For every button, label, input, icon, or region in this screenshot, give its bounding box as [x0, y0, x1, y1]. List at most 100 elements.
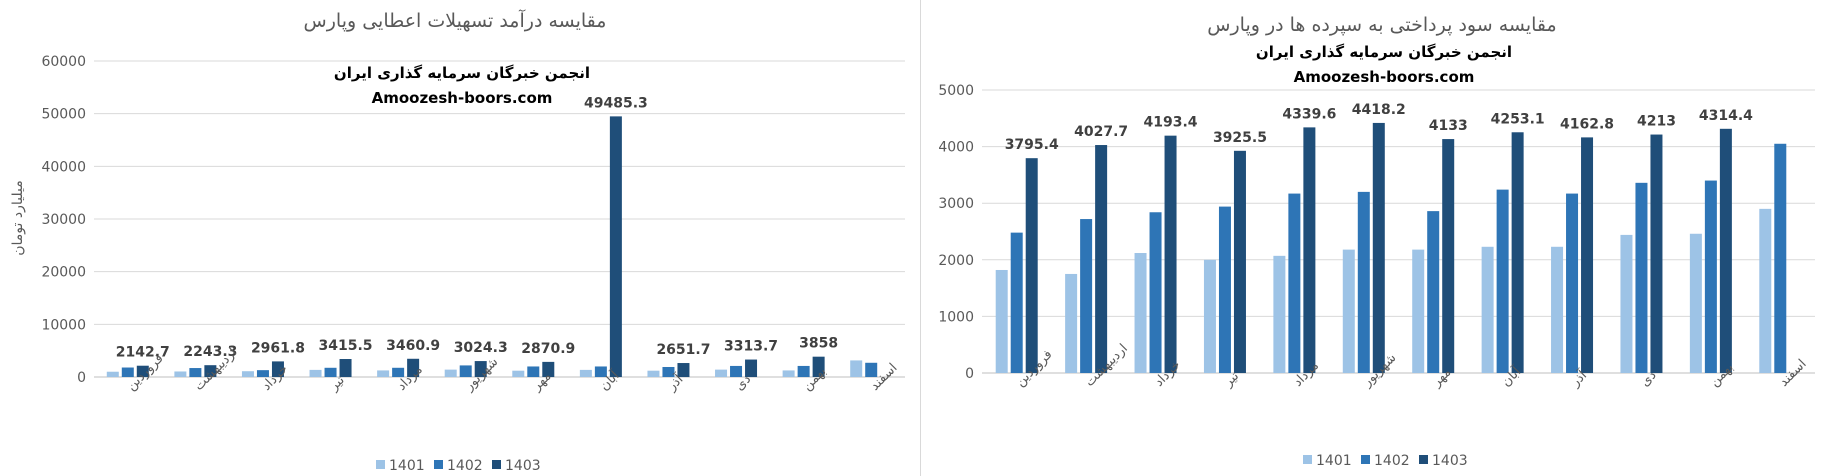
- bar-1401: [1273, 255, 1286, 373]
- panel-divider: [920, 0, 921, 476]
- bar-1401: [1342, 249, 1355, 373]
- bar-1403: [1095, 145, 1108, 373]
- bar-1403: [339, 359, 352, 377]
- data-label: 4027.7: [1074, 124, 1128, 140]
- bar-1403: [609, 116, 622, 378]
- bar-1403: [1164, 135, 1177, 373]
- data-label: 4418.2: [1352, 102, 1406, 118]
- data-label: 4213: [1637, 114, 1676, 130]
- data-label: 2961.8: [251, 340, 305, 356]
- data-label: 3313.7: [724, 339, 778, 355]
- bar-1402: [1774, 143, 1787, 373]
- bar-1402: [1288, 193, 1301, 373]
- watermark-org-name: انجمن خبرگان سرمایه گذاری ایران: [334, 64, 590, 82]
- bar-1403: [1442, 139, 1455, 373]
- bar-1403: [474, 361, 487, 377]
- bar-1402: [1010, 232, 1023, 373]
- bar-1402: [797, 365, 810, 377]
- bar-1402: [594, 366, 607, 377]
- bar-1401: [174, 371, 187, 377]
- legend-label-1402: 1402: [1374, 453, 1410, 469]
- bar-1401: [850, 360, 863, 377]
- bar-1403: [1650, 134, 1663, 373]
- x-tick-label: مرداد: [394, 362, 425, 393]
- chart-title: مقایسه سود پرداختی به سپرده ها در وپارس: [1207, 14, 1556, 36]
- bar-1403: [407, 358, 420, 377]
- bar-1401: [1203, 259, 1216, 373]
- data-label: 4314.4: [1699, 108, 1753, 124]
- bar-1403: [271, 361, 284, 377]
- data-label: 4253.1: [1491, 111, 1545, 127]
- bar-1401: [1689, 233, 1702, 373]
- data-label: 3925.5: [1213, 130, 1267, 146]
- bar-1403: [204, 365, 217, 377]
- legend-label-1403: 1403: [505, 458, 541, 474]
- bar-1401: [647, 370, 660, 377]
- bar-1403: [812, 356, 825, 377]
- bar-1402: [730, 365, 743, 377]
- legend-swatch-1403: [1419, 455, 1428, 464]
- watermark-website: Amoozesh-boors.com: [1294, 68, 1475, 86]
- bar-1402: [1218, 206, 1231, 373]
- bar-1402: [256, 370, 269, 377]
- bar-1401: [1481, 246, 1494, 373]
- legend-label-1402: 1402: [447, 458, 483, 474]
- y-tick-label: 5000: [938, 83, 974, 99]
- legend-swatch-1401: [376, 460, 385, 469]
- bar-1402: [1704, 180, 1717, 373]
- bar-1401: [1412, 249, 1425, 373]
- bar-1402: [865, 362, 878, 377]
- y-tick-label: 0: [77, 370, 86, 386]
- y-tick-label: 60000: [41, 54, 86, 70]
- data-label: 4162.8: [1560, 116, 1614, 132]
- bar-1403: [1233, 150, 1246, 373]
- bar-1401: [241, 371, 254, 377]
- bar-1403: [1303, 127, 1316, 374]
- bar-1403: [1719, 128, 1732, 373]
- legend-swatch-1403: [492, 460, 501, 469]
- bar-1402: [1427, 211, 1440, 373]
- data-label: 3858: [799, 336, 838, 352]
- bar-1401: [782, 370, 795, 377]
- data-label: 3795.4: [1005, 137, 1059, 153]
- bar-1403: [1025, 158, 1038, 373]
- bar-1403: [677, 363, 690, 377]
- y-tick-label: 40000: [41, 159, 86, 175]
- bar-1401: [995, 269, 1008, 373]
- watermark-org-name: انجمن خبرگان سرمایه گذاری ایران: [1256, 43, 1512, 61]
- data-label: 4133: [1429, 118, 1468, 134]
- y-tick-label: 1000: [938, 309, 974, 325]
- bar-1402: [1566, 193, 1579, 373]
- y-axis-label: میلیارد تومان: [10, 180, 26, 255]
- bar-1403: [136, 365, 149, 377]
- bar-1401: [715, 369, 728, 377]
- bar-1402: [189, 368, 202, 377]
- y-tick-label: 50000: [41, 107, 86, 123]
- bar-1402: [392, 367, 405, 377]
- data-label: 3460.9: [386, 338, 440, 354]
- bar-1401: [1065, 273, 1078, 373]
- bar-1402: [527, 366, 540, 377]
- legend-swatch-1402: [434, 460, 443, 469]
- bar-1401: [579, 369, 592, 377]
- bar-1401: [106, 371, 119, 377]
- data-label: 4339.6: [1282, 106, 1336, 122]
- bar-1402: [662, 366, 675, 377]
- y-tick-label: 30000: [41, 212, 86, 228]
- bar-1403: [542, 361, 555, 377]
- bar-1401: [1759, 208, 1772, 373]
- legend-label-1401: 1401: [389, 458, 425, 474]
- y-tick-label: 0: [965, 366, 974, 382]
- y-tick-label: 3000: [938, 196, 974, 212]
- legend-label-1401: 1401: [1316, 453, 1352, 469]
- bar-1401: [512, 370, 525, 377]
- bar-1401: [377, 370, 390, 377]
- bar-1402: [1149, 212, 1162, 373]
- bar-1402: [1496, 189, 1509, 373]
- bar-1402: [121, 367, 134, 377]
- y-tick-label: 4000: [938, 140, 974, 156]
- bar-1402: [1635, 182, 1648, 373]
- bar-1401: [1620, 234, 1633, 373]
- data-label: 2651.7: [656, 342, 710, 358]
- legend-label-1403: 1403: [1432, 453, 1468, 469]
